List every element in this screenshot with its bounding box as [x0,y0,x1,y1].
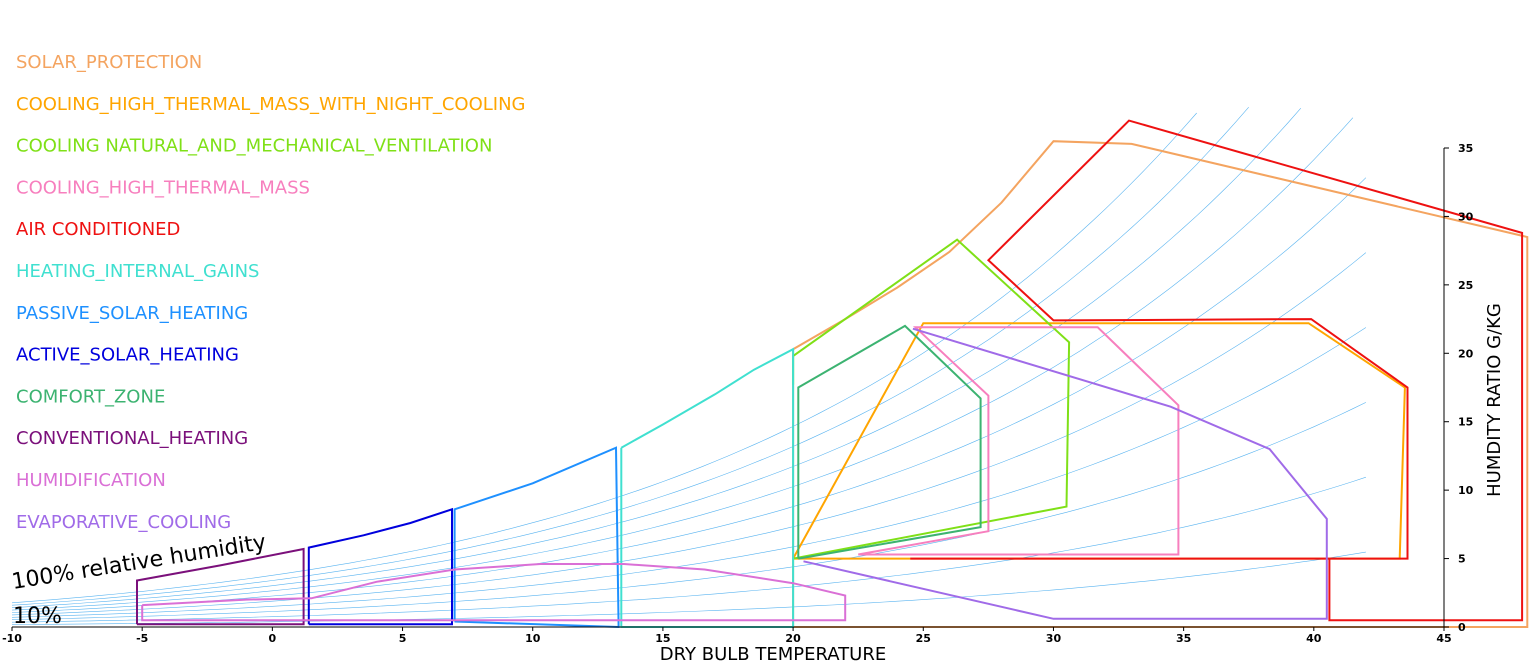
zone-line-cooling-high-thermal-mass-with-night-cooling [792,322,1406,560]
legend-item: COOLING NATURAL_AND_MECHANICAL_VENTILATI… [16,136,492,157]
rh-10-label: 10% [13,604,62,629]
legend-item: PASSIVE_SOLAR_HEATING [16,303,248,324]
legend-item: EVAPORATIVE_COOLING [16,512,231,533]
rh-curve-60 [11,177,1367,613]
y-tick-label: 0 [1458,621,1466,634]
rh-curve-30 [11,402,1367,620]
y-tick-label: 10 [1458,484,1474,497]
rh-100-label: 100% relative humidity [10,530,268,595]
zone-line-comfort-zone [797,324,982,560]
zone-line-cooling-natural-and-mechanical-ventilation [792,238,1071,560]
rh-curve-80 [11,108,1302,608]
x-tick-label: 20 [785,632,801,645]
legend-item: COOLING_HIGH_THERMAL_MASS_WITH_NIGHT_COO… [16,94,526,115]
legend-item: HUMIDIFICATION [16,470,166,491]
rh-curve-50 [11,252,1367,616]
legend: SOLAR_PROTECTION COOLING_HIGH_THERMAL_MAS… [16,52,526,533]
y-tick-label: 35 [1458,142,1473,155]
design-zones [136,119,1529,629]
y-tick-label: 25 [1458,279,1473,292]
legend-item: SOLAR_PROTECTION [16,52,202,73]
rh-curve-10 [11,551,1366,625]
x-tick-label: 25 [916,632,931,645]
x-tick-label: 45 [1436,632,1451,645]
zone-line-passive-solar-heating [453,446,620,629]
legend-item: CONVENTIONAL_HEATING [16,428,248,449]
legend-item: COOLING_HIGH_THERMAL_MASS [16,177,310,198]
legend-item: ACTIVE_SOLAR_HEATING [16,345,239,366]
x-tick-label: -10 [2,632,22,645]
y-axis-title: HUMDITY RATIO G/KG [1484,303,1505,497]
x-axis-title: DRY BULB TEMPERATURE [660,644,886,665]
legend-item: COMFORT_ZONE [16,386,165,407]
legend-item: AIR CONDITIONED [16,219,180,240]
x-tick-label: 30 [1046,632,1062,645]
y-tick-label: 15 [1458,416,1473,429]
y-tick-label: 30 [1458,210,1474,223]
x-tick-label: 0 [269,632,277,645]
zone-line-humidification [141,563,847,622]
rh-curve-40 [11,327,1367,618]
zone-line-evaporative-cooling [803,327,1328,620]
y-tick-label: 20 [1458,347,1474,360]
x-tick-label: 40 [1306,632,1322,645]
zone-line-conventional-heating [136,547,305,626]
relative-humidity-curves [11,107,1367,625]
rh-curve-100 [11,112,1197,604]
x-tick-label: 15 [655,632,670,645]
zone-line-cooling-high-thermal-mass [858,326,1180,556]
rh-curve-70 [11,117,1354,611]
y-axis: 0 5 10 15 20 25 30 35 [1443,142,1474,634]
x-tick-label: 5 [399,632,407,645]
x-tick-label: 10 [525,632,541,645]
x-tick-label: 35 [1176,632,1191,645]
x-tick-label: -5 [136,632,148,645]
y-tick-label: 5 [1458,553,1466,566]
legend-item: HEATING_INTERNAL_GAINS [16,261,259,282]
zone-line-active-solar-heating [307,507,453,626]
rh-curve-20 [11,476,1366,623]
zone-line-solar-protection [792,140,1529,628]
rh-curve-90 [11,107,1249,606]
x-axis: -10 -5 0 5 10 15 20 25 30 35 40 45 [2,626,1452,645]
zone-line-air-conditioned [910,119,1524,622]
